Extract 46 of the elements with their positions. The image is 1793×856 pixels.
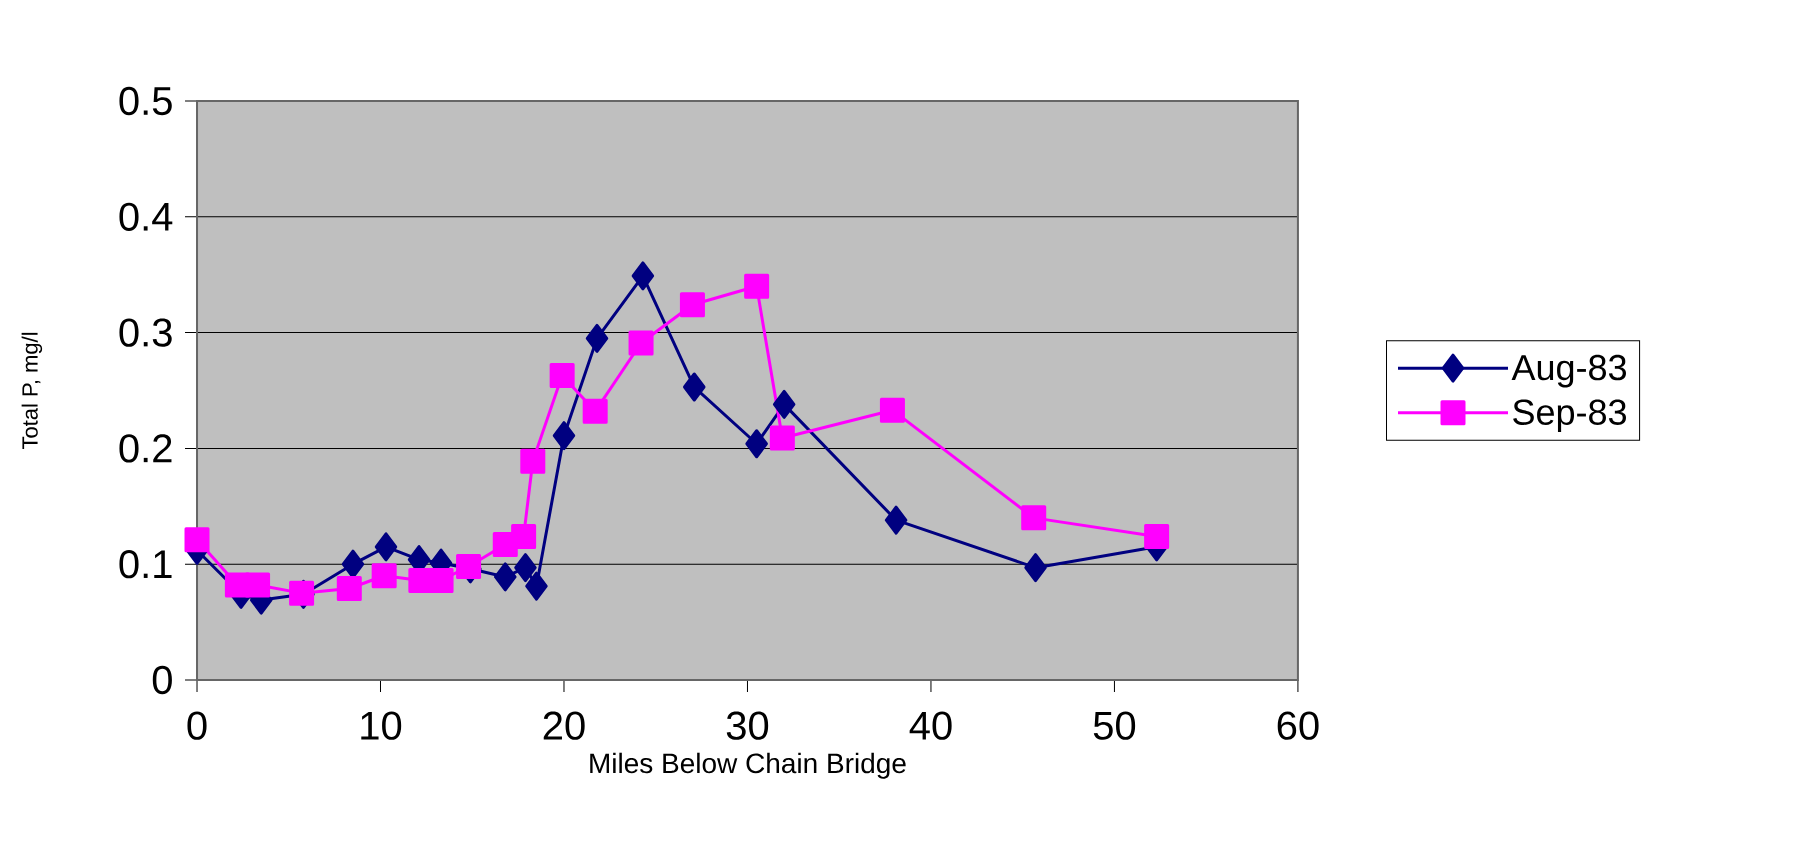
x-tick-label: 40 [909,711,952,740]
point [374,532,398,562]
point [884,505,908,535]
point [552,421,576,451]
point [628,330,654,356]
x-tick-label: 0 [187,711,207,740]
y-tick-label: 0 [152,665,172,695]
y-tick-label: 0.4 [119,202,173,231]
point [1024,553,1047,583]
point [494,562,517,592]
y-axis-title: Total P, mg/l [21,332,43,450]
point [341,549,365,579]
point [769,425,795,451]
x-tick-label: 20 [543,711,585,740]
point [679,292,705,318]
point [371,563,397,589]
y-tick-label: 0.5 [119,86,172,116]
point [1144,523,1170,549]
point [514,553,537,583]
legend-label: Aug-83 [1511,354,1626,388]
point [549,362,575,388]
point [585,323,609,353]
x-tick-label: 10 [361,711,402,740]
point [631,261,655,291]
point [511,523,537,549]
x-tick-label: 60 [1277,711,1319,740]
x-tick-label: 50 [1093,711,1136,740]
y-tick-label: 0.2 [119,434,172,463]
x-axis-title: Miles Below Chain Bridge [590,752,906,779]
point [245,572,271,598]
point [744,273,770,299]
point [1021,505,1047,531]
point [879,397,905,423]
point [745,429,768,459]
y-tick-label: 0.3 [119,318,172,347]
point [525,571,548,601]
x-tick-label: 30 [726,711,769,740]
point [520,448,546,474]
point [184,527,210,553]
point [772,389,796,419]
point [336,576,362,602]
point [683,372,706,402]
legend-label: Sep-83 [1513,399,1626,433]
point [456,554,482,579]
y-tick-label: 0.1 [119,550,172,579]
point [582,398,608,424]
